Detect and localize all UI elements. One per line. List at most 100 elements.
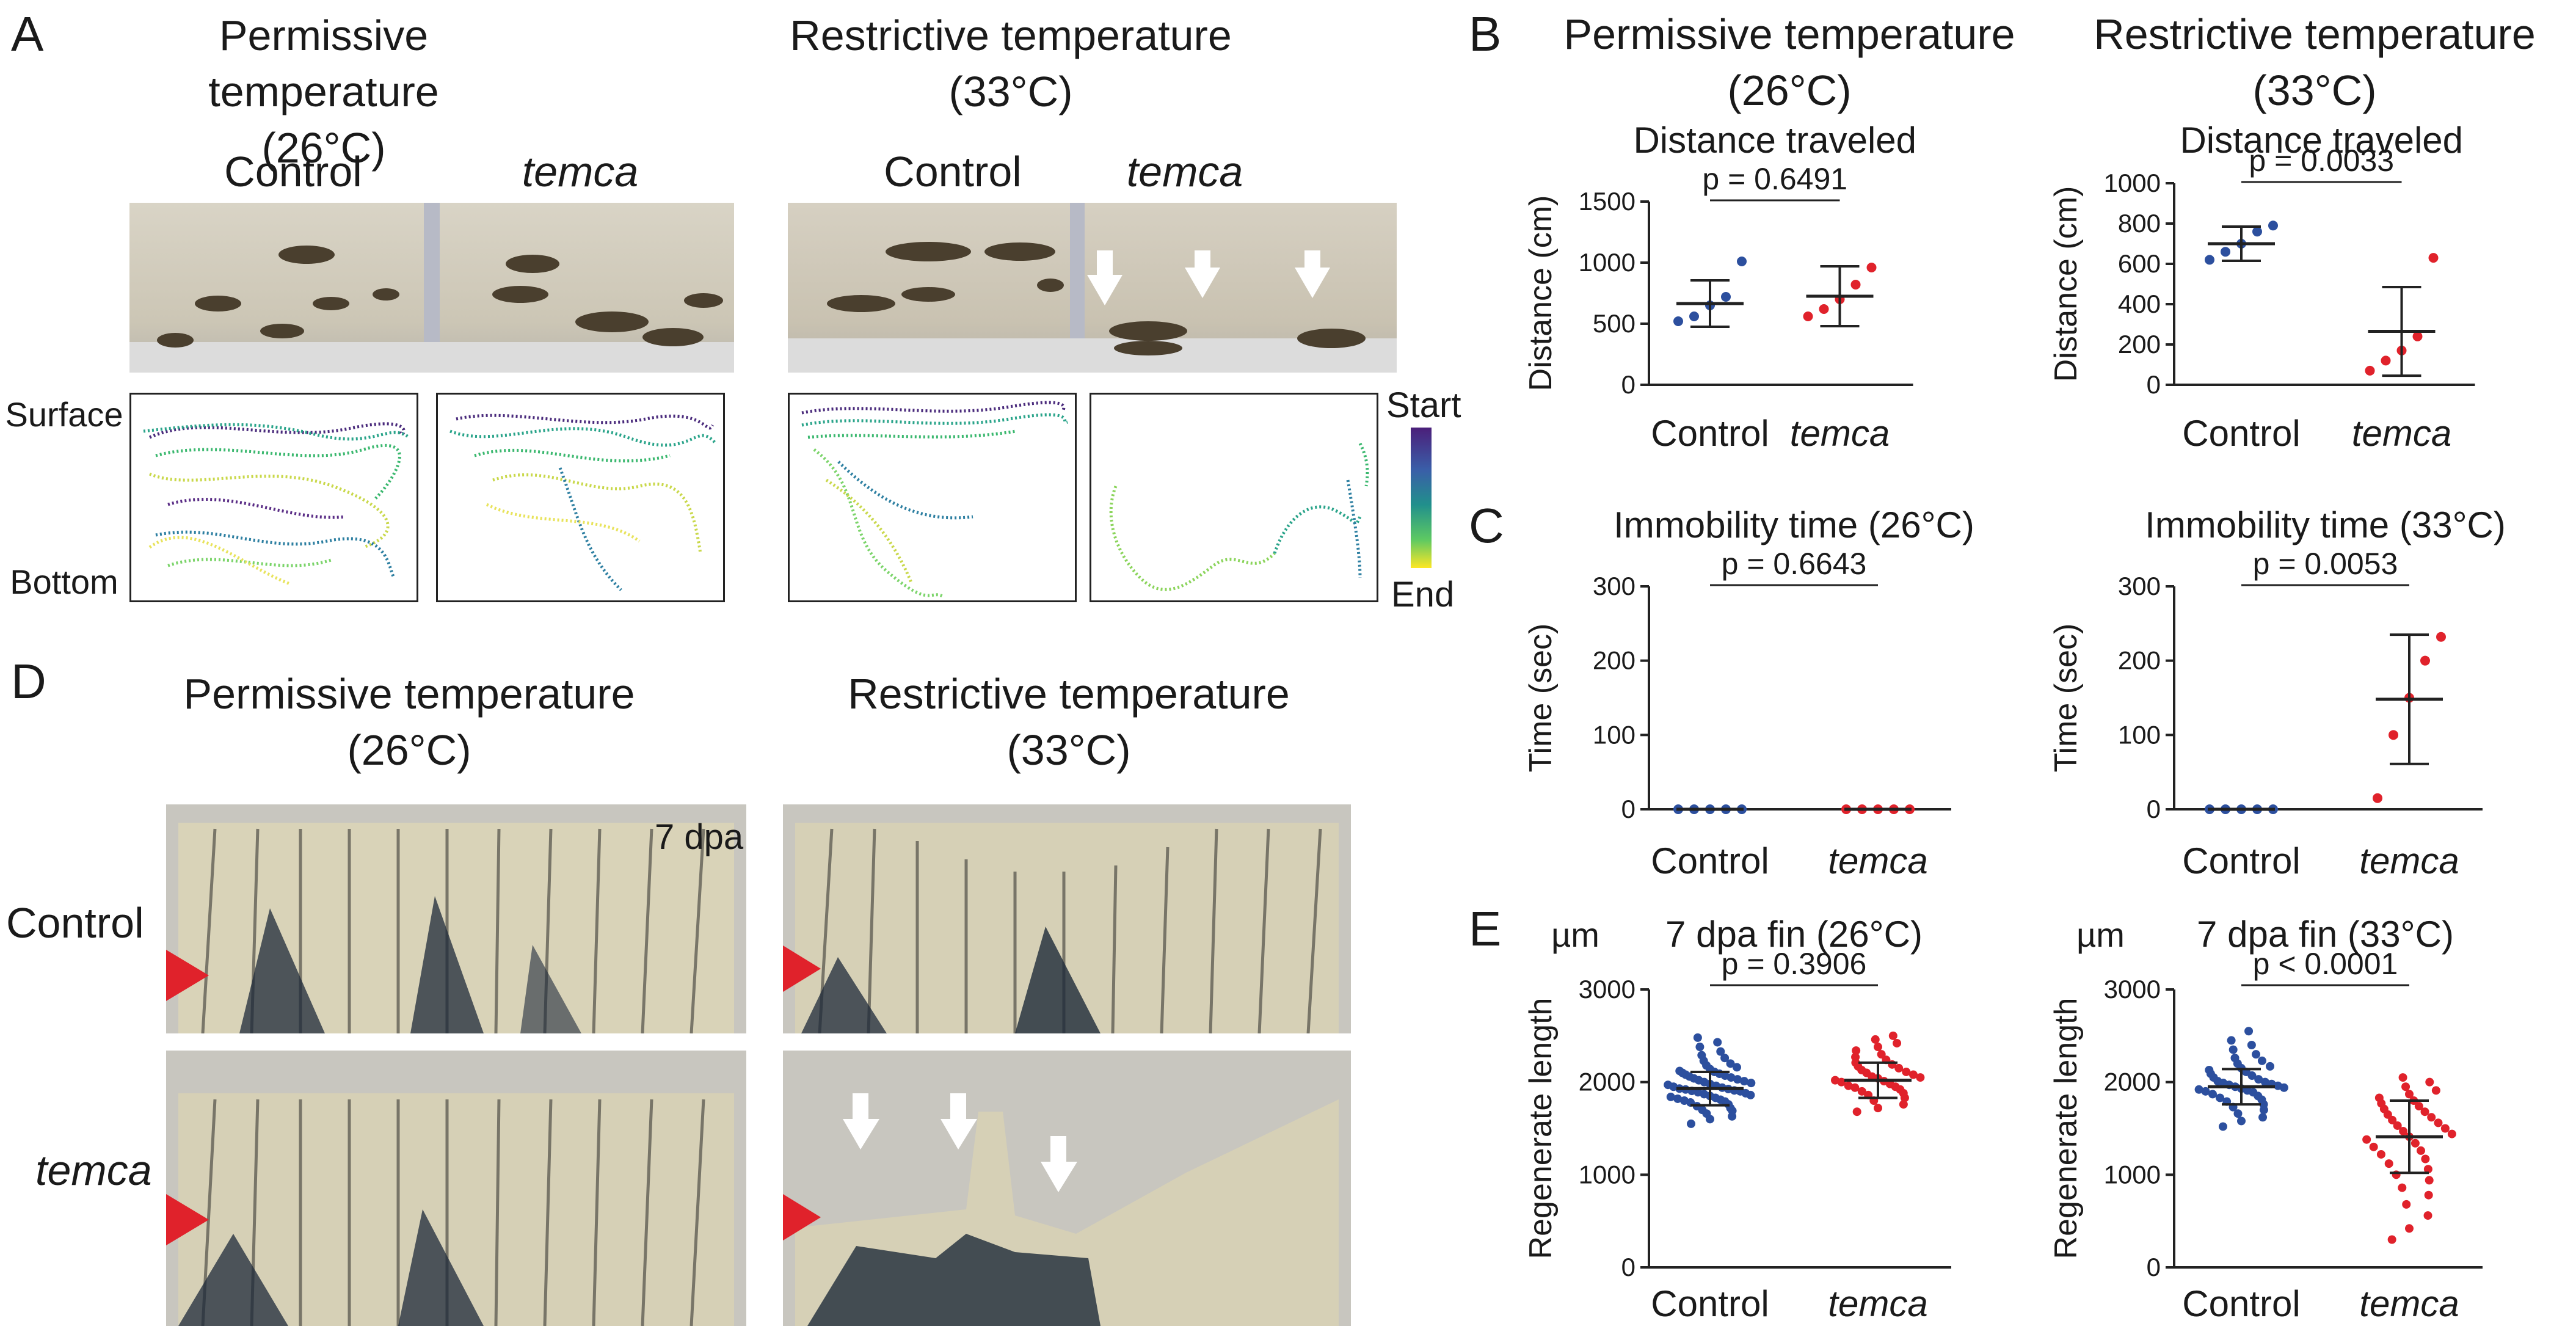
data-point [2410, 1138, 2420, 1148]
panel-a-permissive-title: Permissive temperature (26°C) [110, 7, 537, 176]
trajectory-drawing [801, 401, 1068, 598]
data-point [1831, 1076, 1839, 1085]
panel-label-a: A [11, 7, 44, 61]
amputation-arrowhead-icon [783, 945, 821, 992]
panel-a-temca-label-33: temca [1126, 148, 1243, 195]
data-point [2230, 1054, 2239, 1063]
data-point [1726, 1059, 1735, 1068]
chart-title: Distance traveled [1633, 120, 1916, 161]
fin-photo-temca-33 [783, 1051, 1351, 1326]
data-point [2384, 1159, 2393, 1168]
panel-d-permissive-title: Permissive temperature (26°C) [165, 666, 653, 778]
y-tick-label: 0 [2147, 795, 2161, 823]
data-point [2205, 1065, 2214, 1074]
amputation-arrowhead-icon [783, 1194, 821, 1240]
category-label: temca [1828, 840, 1927, 881]
category-label: Control [2182, 840, 2300, 881]
category-label: temca [2352, 413, 2451, 454]
y-tick-label: 1000 [2104, 1160, 2161, 1189]
category-label: temca [1790, 413, 1890, 454]
data-point [1899, 1100, 1908, 1109]
data-point [1666, 1092, 1675, 1101]
data-point [2399, 1127, 2408, 1136]
title-line2: (33°C) [1006, 726, 1131, 774]
title-line2: (26°C) [1727, 67, 1852, 114]
p-value-label: p = 0.3906 [1722, 947, 1867, 981]
y-tick-label: 3000 [1579, 975, 1635, 1004]
p-value-label: p = 0.6643 [1722, 547, 1867, 581]
data-point [1866, 263, 1877, 272]
data-point [1737, 257, 1747, 266]
trajectory-temca-26 [436, 393, 725, 602]
panel-label-c: C [1469, 498, 1504, 553]
data-point [1740, 1077, 1749, 1086]
panel-b-permissive-title: Permissive temperature (26°C) [1527, 6, 2052, 118]
y-tick-label: 300 [2118, 572, 2161, 600]
data-point [2362, 1135, 2371, 1144]
data-point [2374, 1093, 2384, 1102]
chart-title: Distance traveled [2180, 120, 2463, 161]
y-tick-label: 0 [1621, 370, 1635, 399]
y-axis-label: Time (sec) [1527, 624, 1559, 773]
panel-d-control-label: Control [6, 899, 144, 947]
data-point [2381, 355, 2391, 366]
y-tick-label: 500 [1593, 309, 1635, 338]
data-point [2414, 1102, 2423, 1111]
data-point [2208, 1090, 2217, 1099]
data-point [2205, 255, 2214, 265]
data-point [2412, 331, 2423, 341]
chart-immobility-33: Immobility time (33°C) 0 100 200 300 Time (se… [2052, 505, 2506, 881]
chart-immobility-26: Immobility time (26°C) 0 100 200 300 Time (se… [1527, 505, 1974, 881]
data-point [1693, 1033, 1702, 1042]
y-tick-label: 200 [1593, 646, 1635, 675]
y-tick-label: 2000 [2104, 1068, 2161, 1096]
data-point [2227, 1036, 2236, 1045]
category-label: Control [1651, 1283, 1769, 1324]
data-point [1664, 1080, 1673, 1090]
y-tick-label: 0 [2147, 370, 2161, 399]
data-point [1851, 1052, 1860, 1062]
data-point [2421, 1154, 2430, 1164]
data-point [1852, 1046, 1861, 1055]
chart-title: Immobility time (33°C) [2145, 505, 2506, 545]
colorbar-start-label: Start [1386, 385, 1461, 425]
fin-photo-control-26: 7 dpa [166, 804, 746, 1033]
data-point [1857, 1087, 1866, 1096]
data-point [1697, 1051, 1706, 1060]
fin-drawing [178, 1093, 734, 1326]
p-value-label: p < 0.0001 [2253, 947, 2398, 981]
fin-drawing [795, 1099, 1339, 1326]
data-point [1877, 1050, 1886, 1059]
panel-a-restrictive-title: Restrictive temperature (33°C) [779, 7, 1243, 120]
data-point [2423, 1165, 2432, 1174]
data-point [2365, 365, 2375, 376]
data-point [1721, 292, 1731, 302]
data-point [1893, 1038, 1902, 1047]
panel-a-control-label-26: Control [224, 148, 362, 195]
data-point [2405, 1090, 2414, 1099]
panel-a-temca-label-26: temca [522, 148, 639, 195]
title-line1: Restrictive temperature [790, 12, 1232, 59]
tank-photo-33 [788, 203, 1397, 373]
data-point [2252, 227, 2262, 237]
data-point [1803, 311, 1813, 321]
data-point [2268, 220, 2278, 231]
y-tick-label: 400 [2118, 290, 2161, 318]
fin-drawing [795, 823, 1339, 1033]
data-point [1679, 1096, 1689, 1105]
data-point [1850, 280, 1861, 290]
chart-regenerate-33: 7 dpa fin (33°C) µm 0 1000 2000 3000 Regenerat… [2052, 914, 2483, 1324]
bottom-label: Bottom [10, 563, 118, 601]
y-axis-label: Regenerate length [2052, 998, 2084, 1259]
amputation-arrowhead-icon [166, 1194, 209, 1245]
trajectory-temca-33 [1090, 393, 1378, 602]
y-axis-label: Distance (cm) [2052, 186, 2084, 382]
category-label: Control [1651, 840, 1769, 881]
y-tick-label: 200 [2118, 646, 2161, 675]
data-point [1852, 1107, 1861, 1117]
data-point [2427, 1113, 2436, 1122]
data-point [2424, 1190, 2433, 1200]
panel-d-restrictive-title: Restrictive temperature (33°C) [824, 666, 1313, 778]
y-tick-label: 1000 [2104, 169, 2161, 197]
unit-label: µm [2076, 916, 2125, 954]
